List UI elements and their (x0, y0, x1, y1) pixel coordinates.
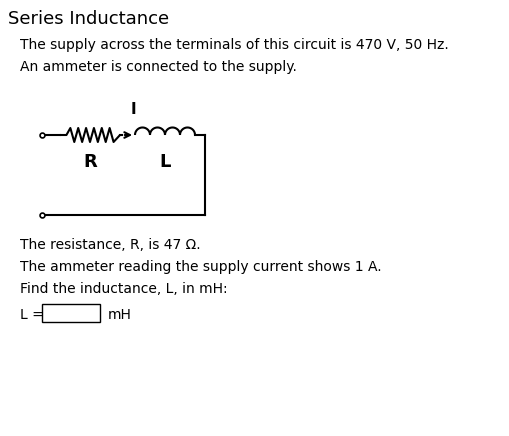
Text: mH: mH (108, 308, 132, 322)
Text: The supply across the terminals of this circuit is 470 V, 50 Hz.: The supply across the terminals of this … (20, 38, 448, 52)
Text: L =: L = (20, 308, 48, 322)
Text: The resistance, R, is 47 Ω.: The resistance, R, is 47 Ω. (20, 238, 200, 252)
Text: R: R (83, 153, 97, 171)
Text: Series Inductance: Series Inductance (8, 10, 169, 28)
Text: I: I (130, 102, 135, 117)
Text: The ammeter reading the supply current shows 1 A.: The ammeter reading the supply current s… (20, 260, 381, 274)
Text: L: L (159, 153, 171, 171)
Text: Find the inductance, L, in mH:: Find the inductance, L, in mH: (20, 282, 227, 296)
Text: An ammeter is connected to the supply.: An ammeter is connected to the supply. (20, 60, 296, 74)
Bar (42, 304, 100, 322)
